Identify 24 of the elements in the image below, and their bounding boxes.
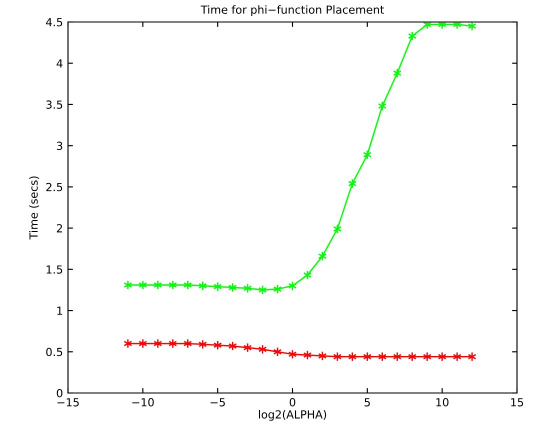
chart-title: Time for phi−function Placement <box>200 5 384 16</box>
x-tick-label: −5 <box>210 398 225 406</box>
x-tick-label: −10 <box>132 398 154 406</box>
x-axis-title: log2(ALPHA) <box>258 410 326 421</box>
y-tick-label: 4 <box>56 59 63 68</box>
x-tick-label: 5 <box>364 398 370 406</box>
x-tick-label: 0 <box>290 398 296 406</box>
y-tick-label: 4.5 <box>46 18 62 26</box>
y-tick-label: 2 <box>56 224 62 232</box>
y-axis-title: Time (secs) <box>29 176 40 240</box>
y-tick-label: 1.5 <box>46 265 62 274</box>
y-tick-label: 1 <box>57 306 62 315</box>
y-tick-label: 3.5 <box>46 100 62 109</box>
y-tick-label: 0 <box>56 388 62 398</box>
y-tick-label: 0.5 <box>46 348 62 356</box>
point <box>422 22 432 30</box>
y-tick-label: 3 <box>56 142 62 150</box>
x-tick-label: 10 <box>436 398 448 406</box>
point <box>452 22 462 30</box>
y-tick-label: 2.5 <box>46 182 62 192</box>
point <box>468 22 476 31</box>
point <box>438 22 446 30</box>
x-tick-label: −15 <box>57 398 79 406</box>
x-tick-label: 15 <box>511 398 524 406</box>
